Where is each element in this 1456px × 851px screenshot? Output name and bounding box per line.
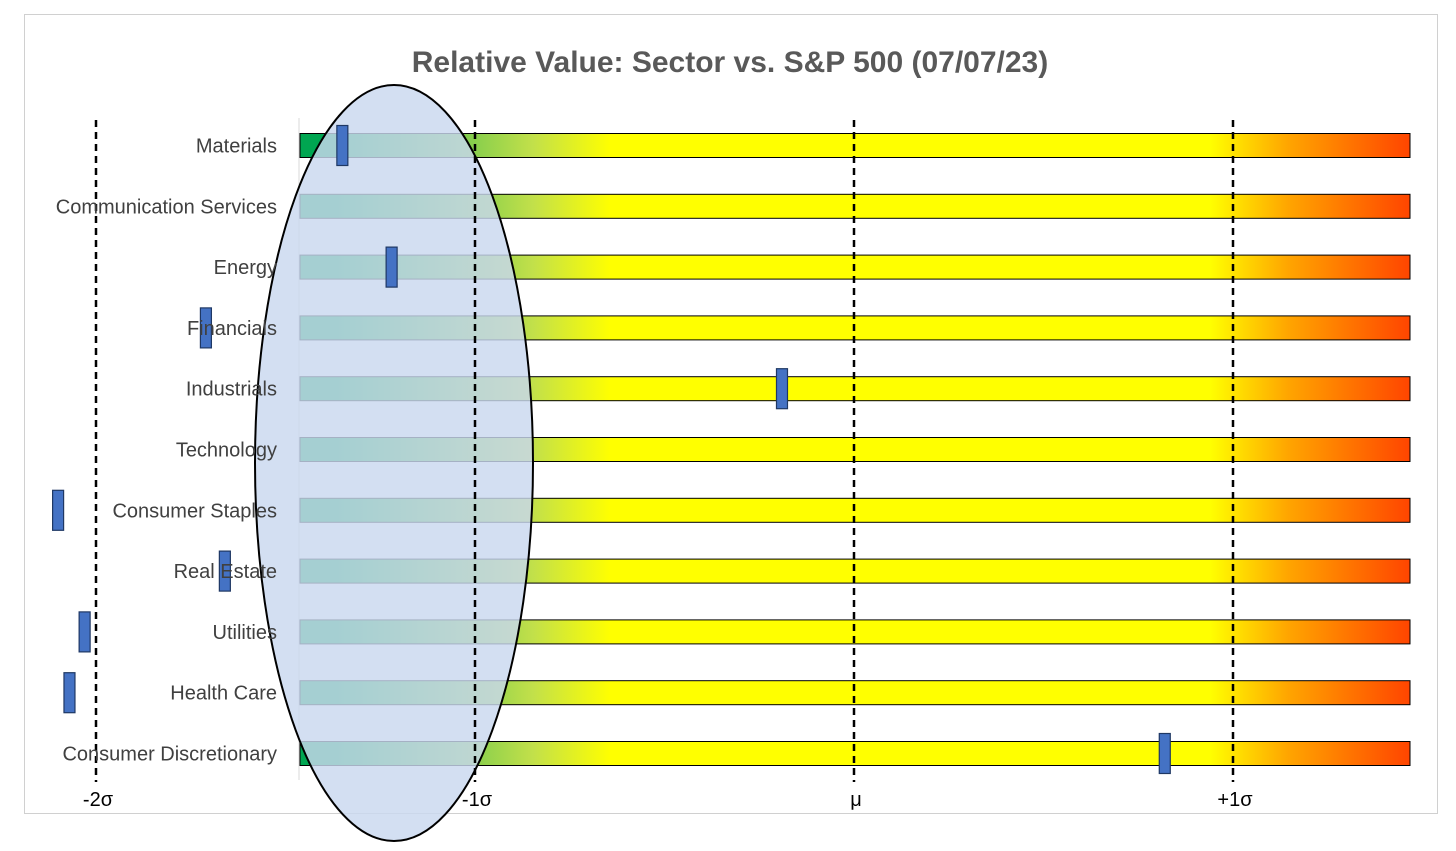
highlight-ellipse	[254, 84, 534, 842]
tick-labels-layer: -2σ-1σμ+1σ+2σ	[83, 789, 1253, 811]
value-marker	[199, 307, 213, 349]
highlight-layer	[254, 84, 534, 842]
value-marker	[336, 124, 349, 167]
category-label: Real Estate	[174, 561, 277, 583]
category-labels-layer: Materials Communication Services Energy Fin…	[56, 136, 277, 766]
category-label: Consumer Discretionary	[62, 744, 277, 766]
category-label: Communication Services	[56, 196, 277, 218]
category-label: Materials	[196, 136, 277, 158]
value-marker	[1158, 732, 1171, 775]
category-label: Industrials	[186, 379, 277, 401]
x-tick-label: +1σ	[1217, 789, 1253, 811]
value-marker	[51, 489, 65, 531]
category-label: Utilities	[213, 622, 277, 644]
value-marker	[218, 550, 231, 592]
reference-lines-layer	[94, 120, 1235, 782]
category-label: Energy	[214, 257, 277, 279]
category-label: Technology	[176, 440, 277, 462]
x-tick-label: -2σ	[83, 789, 114, 811]
value-marker	[385, 246, 398, 288]
value-marker	[63, 672, 76, 714]
category-label: Health Care	[170, 683, 277, 705]
x-tick-label: -1σ	[462, 789, 493, 811]
category-label: Consumer Staples	[112, 500, 277, 522]
value-marker	[775, 368, 789, 410]
markers-layer	[51, 124, 1171, 775]
chart-title: Relative Value: Sector vs. S&P 500 (07/0…	[412, 46, 1048, 79]
value-marker	[78, 611, 91, 653]
category-label: Financials	[187, 318, 277, 340]
x-tick-label: μ	[850, 789, 862, 811]
